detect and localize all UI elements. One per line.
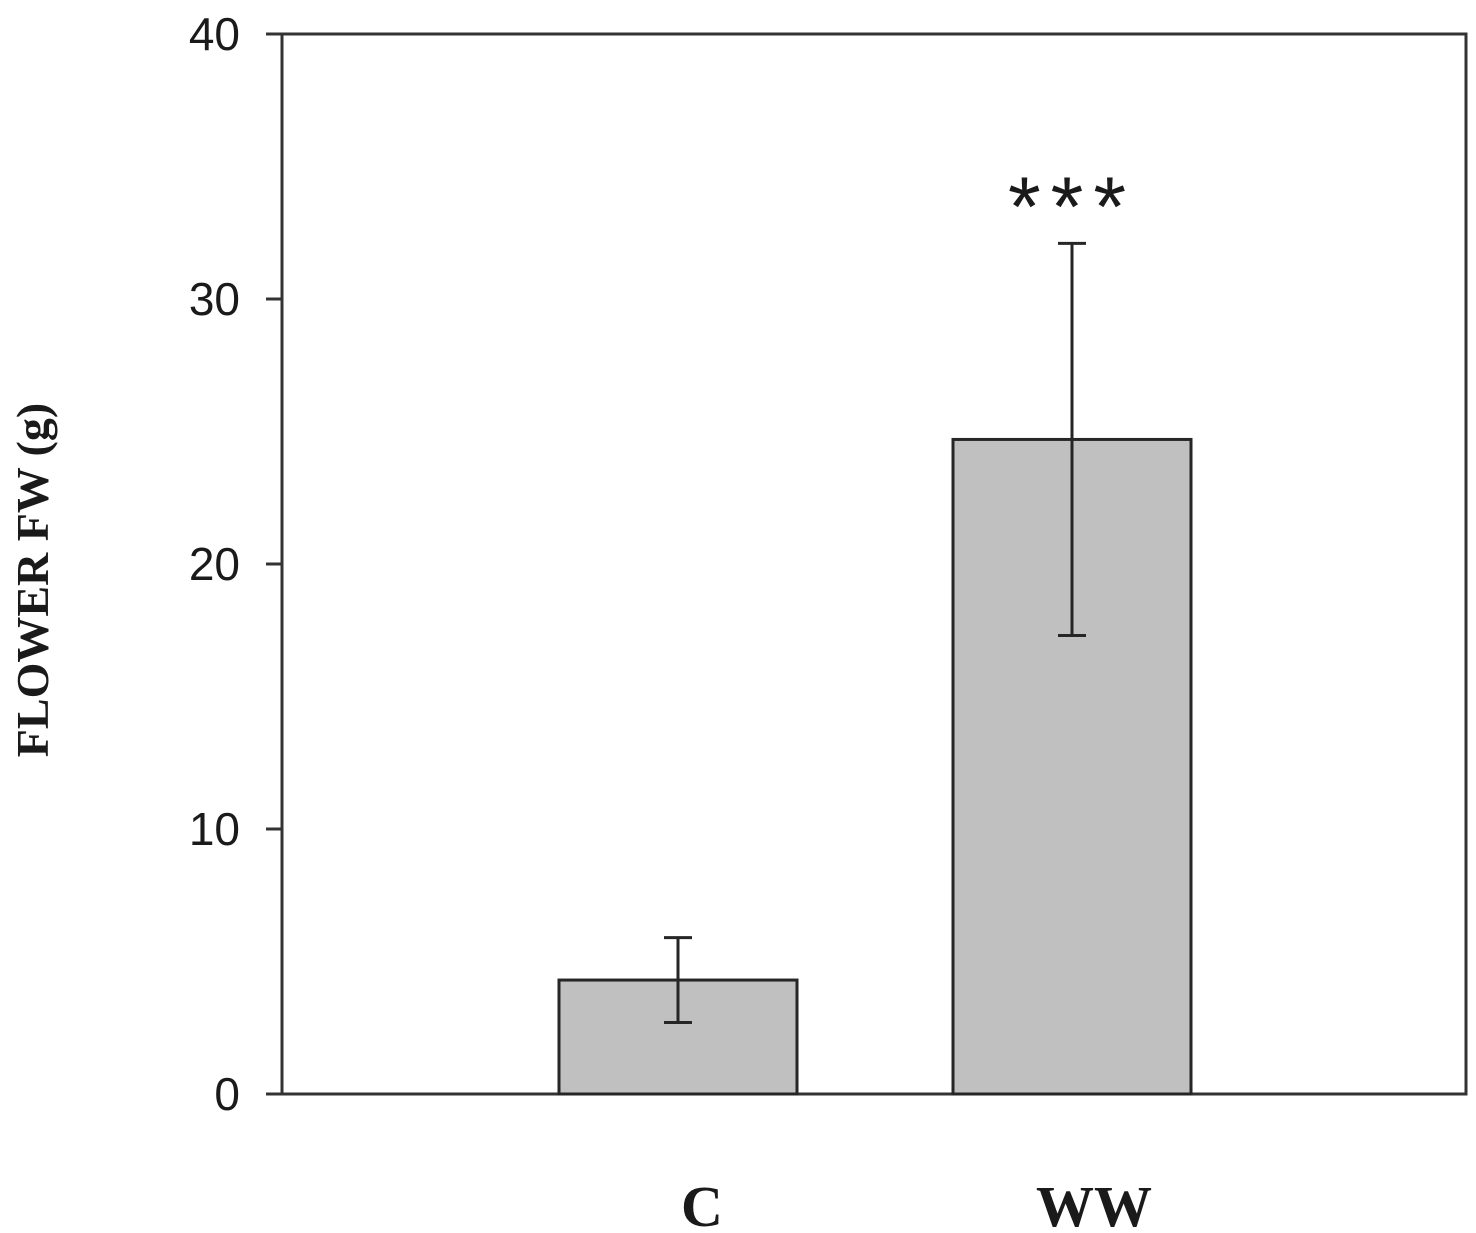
y-axis-ticks	[266, 32, 282, 1096]
y-tick-label: 10	[189, 803, 240, 855]
y-tick-label: 0	[214, 1068, 240, 1120]
error-bars	[664, 241, 1086, 1024]
bar-ww	[951, 437, 1193, 1096]
error-bar-ww	[1058, 241, 1086, 638]
plot-frame	[280, 32, 1468, 1096]
bars	[557, 437, 1193, 1096]
x-category-labels: C WW	[681, 1174, 1152, 1233]
significance-marker: ***	[1008, 159, 1136, 253]
y-tick-label: 30	[189, 273, 240, 325]
error-bar-c	[664, 936, 692, 1024]
significance-annotations: ***	[1008, 159, 1136, 253]
y-axis-title: FLOWER FW (g)	[7, 403, 58, 757]
y-tick-label: 40	[189, 8, 240, 60]
x-category-label: C	[681, 1174, 723, 1233]
y-tick-labels: 0 10 20 30 40	[189, 8, 240, 1120]
y-tick-label: 20	[189, 538, 240, 590]
x-category-label: WW	[1036, 1174, 1152, 1233]
